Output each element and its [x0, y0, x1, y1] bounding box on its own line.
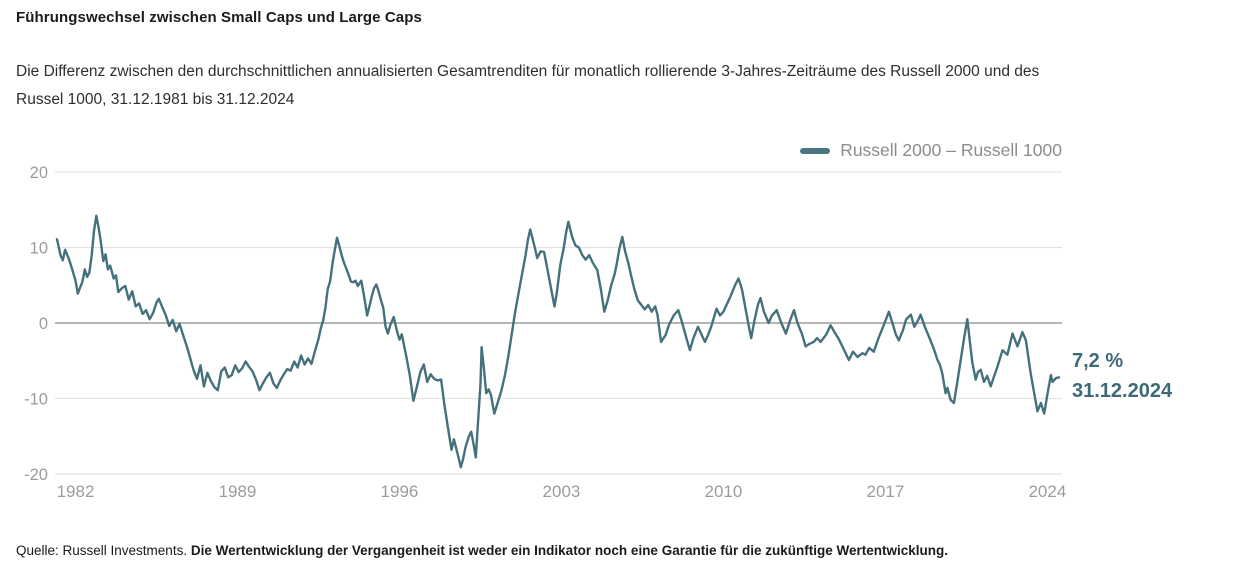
chart-subtitle-line-2: Russel 1000, 31.12.1981 bis 31.12.2024 — [16, 91, 295, 108]
y-tick-label: -20 — [24, 466, 48, 484]
x-tick-label: 2024 — [1028, 482, 1066, 501]
legend-line-swatch-icon — [800, 147, 831, 154]
y-tick-label: 0 — [39, 315, 48, 333]
x-tick-label: 2003 — [543, 482, 581, 501]
x-tick-label: 2010 — [705, 482, 743, 501]
y-tick-label: 10 — [30, 240, 48, 258]
chart-legend: Russell 2000 – Russell 1000 — [800, 140, 1062, 161]
y-tick-label: 20 — [30, 164, 48, 182]
legend-label: Russell 2000 – Russell 1000 — [840, 140, 1062, 160]
y-tick-label: -10 — [24, 391, 48, 409]
x-tick-label: 1989 — [219, 482, 257, 501]
chart-subtitle-line-1: Die Differenz zwischen den durchschnittl… — [16, 63, 1040, 80]
x-tick-label: 2017 — [866, 482, 904, 501]
chart-subtitle: Die Differenz zwischen den durchschnittl… — [16, 58, 1039, 114]
source-note: Quelle: Russell Investments. Die Wertent… — [16, 543, 948, 558]
x-tick-label: 1982 — [57, 482, 95, 501]
annotation-date: 31.12.2024 — [1072, 380, 1173, 402]
source-label: Quelle: Russell Investments. — [16, 543, 188, 558]
series-line — [55, 214, 1061, 469]
disclaimer-text: Die Wertentwicklung der Vergangenheit is… — [190, 543, 948, 558]
last-value-annotation: 7,2 % 31.12.2024 — [1072, 346, 1172, 406]
x-tick-label: 1996 — [381, 482, 419, 501]
page-title: Führungswechsel zwischen Small Caps und … — [16, 9, 422, 26]
annotation-value: 7,2 % — [1072, 350, 1124, 372]
